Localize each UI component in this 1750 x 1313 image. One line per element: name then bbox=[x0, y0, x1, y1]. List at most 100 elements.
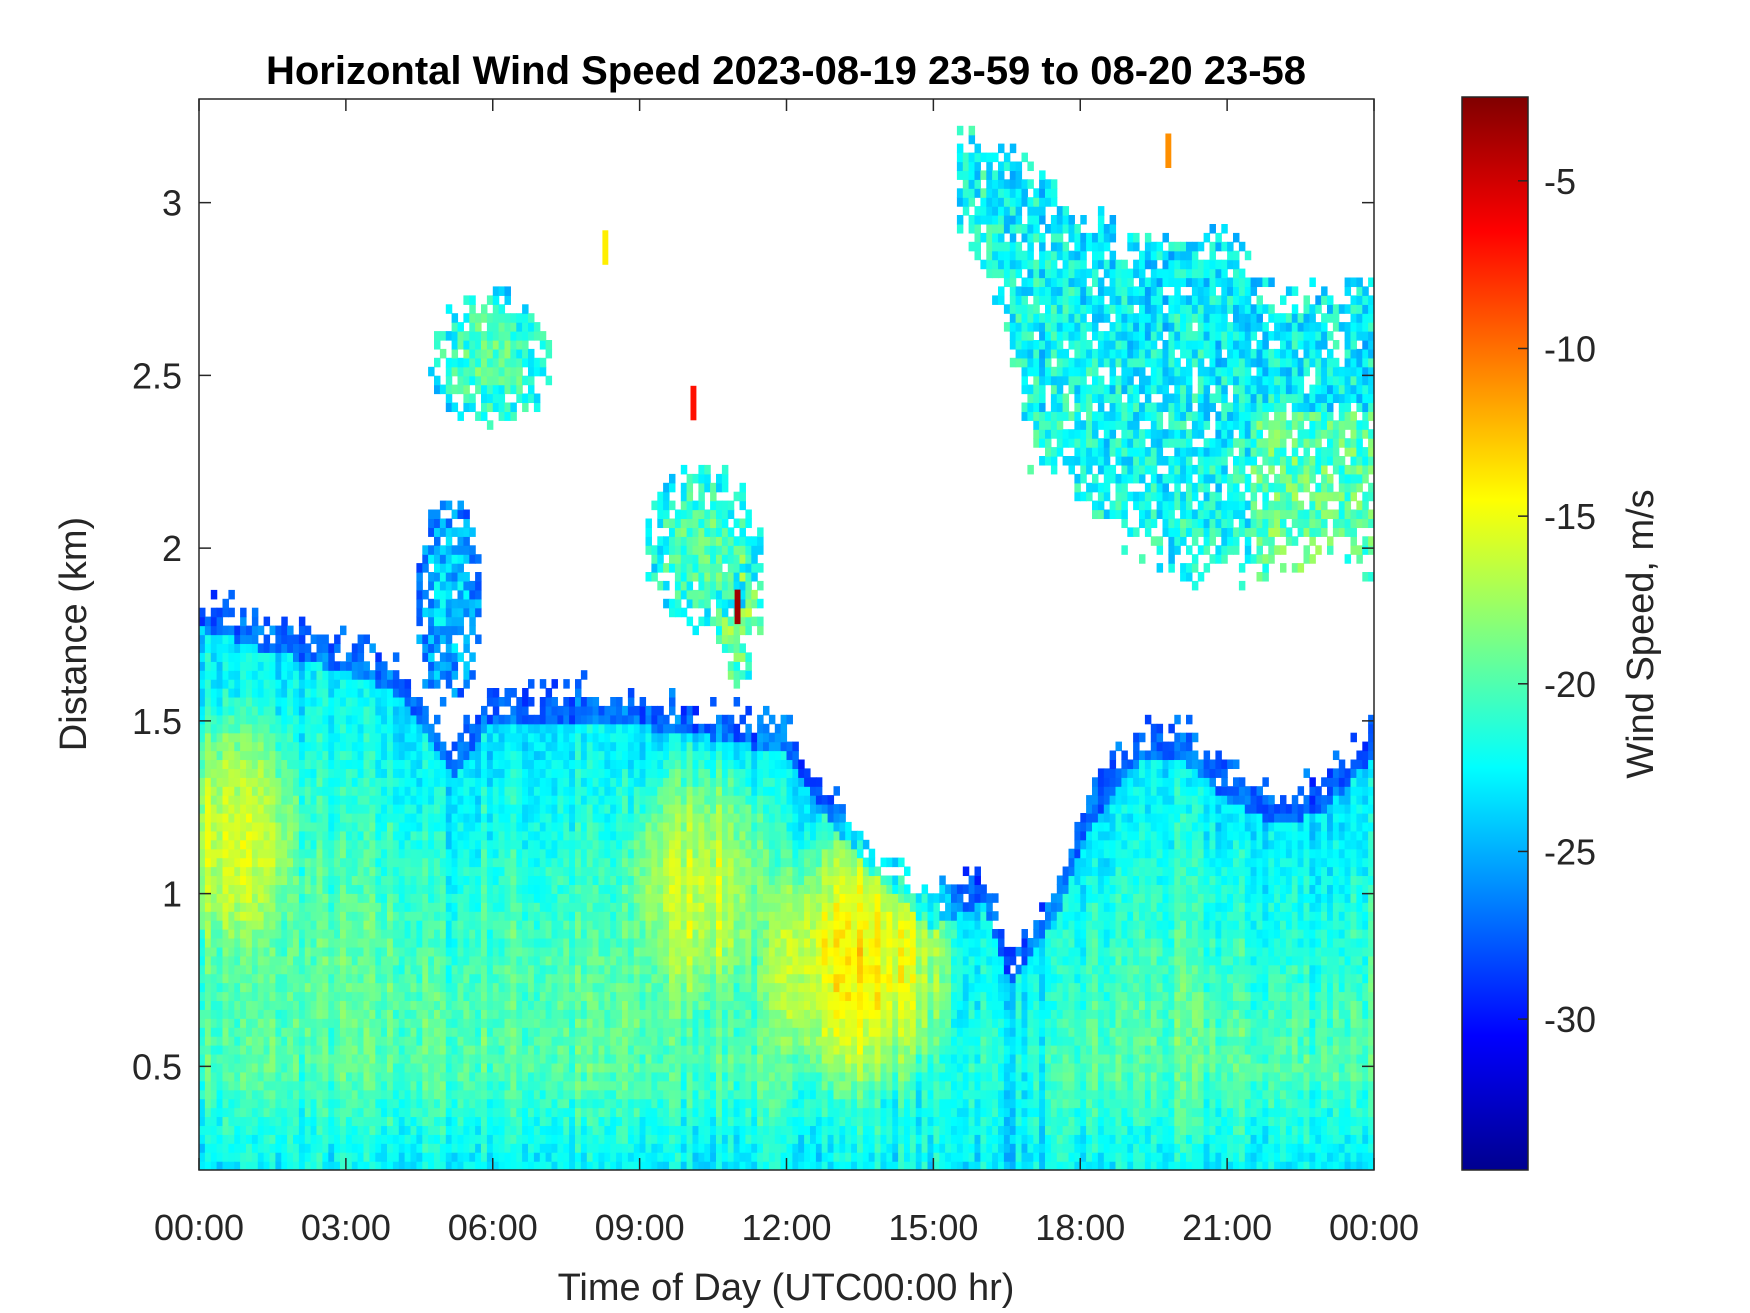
heatmap-cell bbox=[316, 768, 323, 778]
heatmap-cell bbox=[340, 1098, 347, 1109]
heatmap-cell bbox=[434, 1036, 441, 1046]
heatmap-cell bbox=[228, 750, 235, 761]
heatmap-cell bbox=[663, 598, 670, 609]
heatmap-cell bbox=[674, 1009, 682, 1019]
heatmap-cell bbox=[287, 1143, 294, 1153]
heatmap-cell bbox=[627, 1009, 635, 1019]
heatmap-cell bbox=[334, 1125, 341, 1135]
heatmap-cell bbox=[298, 1000, 306, 1010]
heatmap-cell bbox=[434, 536, 441, 546]
heatmap-cell bbox=[510, 331, 517, 341]
heatmap-cell bbox=[680, 1071, 688, 1082]
heatmap-cell bbox=[340, 1054, 347, 1064]
heatmap-cell bbox=[551, 848, 558, 859]
heatmap-cell bbox=[316, 973, 323, 984]
heatmap-cell bbox=[563, 821, 570, 832]
heatmap-cell bbox=[481, 375, 488, 386]
heatmap-cell bbox=[375, 893, 382, 903]
heatmap-cell bbox=[522, 804, 529, 814]
heatmap-cell bbox=[457, 545, 464, 555]
heatmap-cell bbox=[622, 768, 629, 778]
heatmap-cell bbox=[287, 732, 294, 743]
heatmap-cell bbox=[504, 759, 511, 770]
heatmap-cell bbox=[310, 1116, 318, 1127]
heatmap-cell bbox=[457, 786, 464, 796]
heatmap-cell bbox=[204, 830, 212, 841]
heatmap-cell bbox=[669, 768, 676, 778]
heatmap-cell bbox=[275, 991, 282, 1002]
heatmap-cell bbox=[586, 1000, 594, 1010]
heatmap-cell bbox=[398, 777, 406, 787]
heatmap-cell bbox=[563, 911, 570, 921]
heatmap-cell bbox=[563, 1134, 570, 1144]
heatmap-cell bbox=[639, 884, 647, 894]
heatmap-cell bbox=[604, 786, 611, 796]
heatmap-cell bbox=[510, 1054, 517, 1064]
heatmap-cell bbox=[669, 1080, 676, 1091]
heatmap-cell bbox=[586, 911, 594, 921]
heatmap-cell bbox=[351, 741, 359, 752]
heatmap-cell bbox=[375, 714, 382, 725]
heatmap-cell bbox=[404, 1107, 412, 1118]
heatmap-cell bbox=[475, 955, 482, 966]
heatmap-cell bbox=[633, 830, 641, 841]
heatmap-cell bbox=[569, 830, 576, 841]
heatmap-cell bbox=[428, 1036, 435, 1046]
heatmap-cell bbox=[428, 1018, 435, 1028]
heatmap-cell bbox=[434, 1089, 441, 1100]
heatmap-cell bbox=[287, 697, 294, 707]
heatmap-cell bbox=[504, 1089, 511, 1100]
heatmap-cell bbox=[551, 723, 558, 734]
heatmap-cell bbox=[622, 866, 629, 877]
heatmap-cell bbox=[398, 1054, 406, 1064]
heatmap-cell bbox=[592, 857, 600, 868]
heatmap-cell bbox=[304, 884, 312, 894]
heatmap-cell bbox=[234, 1000, 241, 1010]
heatmap-cell bbox=[463, 750, 470, 761]
heatmap-cell bbox=[398, 741, 406, 752]
heatmap-cell bbox=[528, 866, 535, 877]
heatmap-cell bbox=[627, 1089, 635, 1100]
heatmap-cell bbox=[674, 1143, 682, 1153]
heatmap-cell bbox=[293, 1107, 300, 1118]
heatmap-cell bbox=[257, 902, 265, 912]
heatmap-cell bbox=[592, 777, 600, 787]
heatmap-cell bbox=[463, 643, 470, 653]
heatmap-cell bbox=[340, 964, 347, 975]
heatmap-cell bbox=[510, 911, 517, 921]
heatmap-cell bbox=[539, 929, 547, 939]
heatmap-cell bbox=[328, 857, 335, 868]
heatmap-cell bbox=[275, 1107, 282, 1118]
heatmap-cell bbox=[504, 750, 511, 761]
heatmap-cell bbox=[528, 331, 535, 341]
heatmap-cell bbox=[504, 1071, 511, 1082]
heatmap-cell bbox=[651, 1107, 658, 1118]
heatmap-cell bbox=[486, 1018, 494, 1028]
heatmap-cell bbox=[486, 1036, 494, 1046]
heatmap-cell bbox=[416, 1027, 423, 1037]
heatmap-cell bbox=[228, 723, 235, 734]
heatmap-cell bbox=[439, 634, 447, 645]
heatmap-cell bbox=[651, 955, 658, 966]
heatmap-cell bbox=[357, 866, 365, 877]
heatmap-cell bbox=[369, 911, 376, 921]
heatmap-cell bbox=[639, 1161, 647, 1170]
heatmap-cell bbox=[199, 732, 206, 743]
heatmap-cell bbox=[351, 848, 359, 859]
heatmap-cell bbox=[428, 813, 435, 823]
heatmap-cell bbox=[680, 1143, 688, 1153]
heatmap-cell bbox=[457, 1143, 464, 1153]
heatmap-cell bbox=[369, 964, 376, 975]
heatmap-cell bbox=[657, 714, 664, 725]
heatmap-cell bbox=[439, 1054, 447, 1064]
heatmap-cell bbox=[481, 732, 488, 743]
heatmap-cell bbox=[275, 697, 282, 707]
heatmap-cell bbox=[598, 955, 605, 966]
heatmap-cell bbox=[199, 723, 206, 734]
heatmap-cell bbox=[334, 1116, 341, 1127]
heatmap-cell bbox=[316, 759, 323, 770]
heatmap-cell bbox=[498, 786, 506, 796]
heatmap-cell bbox=[351, 768, 359, 778]
heatmap-cell bbox=[598, 768, 605, 778]
heatmap-cell bbox=[545, 813, 553, 823]
